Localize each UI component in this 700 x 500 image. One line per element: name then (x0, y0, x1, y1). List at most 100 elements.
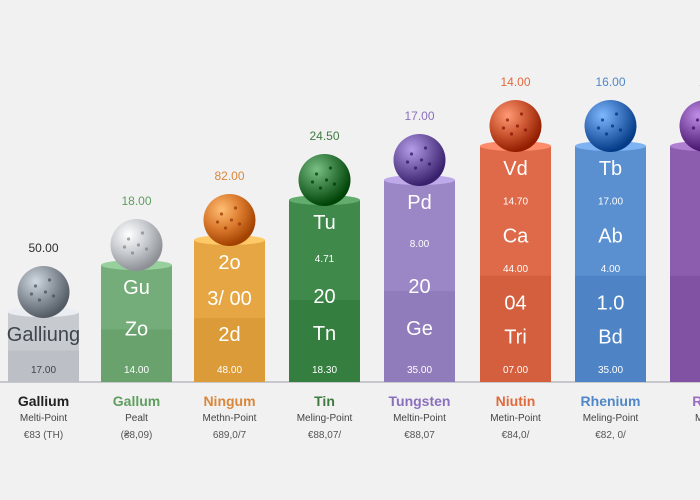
sphere-speckle (237, 222, 242, 226)
category-name: Niutin (496, 393, 536, 409)
sphere-speckle (328, 166, 333, 170)
cell-symbol: 1.0 (597, 293, 625, 315)
sphere-speckle (229, 218, 234, 222)
sphere-speckle (130, 251, 135, 255)
sphere-speckle (29, 292, 34, 296)
cell-value: 07.00 (503, 365, 528, 376)
category-subtitle: Melti (695, 413, 700, 424)
cell-value: 14.00 (124, 365, 149, 376)
value-label: 14.00 (500, 75, 530, 89)
cell-value: 18.30 (312, 365, 337, 376)
value-label: 16.00 (595, 75, 625, 89)
category-footnote: €84,0/ (502, 430, 530, 441)
cell-value: 35.00 (407, 365, 432, 376)
cell-symbol: Tn (313, 323, 336, 345)
sphere-speckle (413, 166, 418, 170)
category-subtitle: Pealt (125, 413, 148, 424)
cell-value: 44.00 (503, 264, 528, 275)
sphere-speckle (324, 178, 329, 182)
column-band (384, 291, 455, 382)
value-label: 10 (699, 75, 700, 89)
sphere-speckle (136, 243, 141, 247)
category-subtitle: Meltin-Point (393, 413, 446, 424)
sphere-speckle (126, 237, 131, 241)
category-footnote: €88,07 (404, 430, 435, 441)
sphere-speckle (43, 290, 48, 294)
sphere-speckle (310, 180, 315, 184)
cell-symbol: P (699, 158, 700, 180)
sphere-speckle (423, 146, 428, 150)
category-subtitle: Metin-Point (490, 413, 541, 424)
sphere-speckle (509, 132, 514, 136)
cell-symbol: Tri (504, 326, 527, 348)
category-name: Rhenium (581, 393, 641, 409)
cell-symbol: 2d (218, 324, 240, 346)
cell-value: 35.00 (598, 365, 623, 376)
cell-symbol: 3/ 00 (207, 288, 251, 310)
cell-symbol: Ge (406, 318, 433, 340)
cell-symbol: Ca (503, 225, 529, 247)
value-label: 24.50 (309, 129, 339, 143)
sphere-speckle (223, 226, 228, 230)
sphere-speckle (318, 186, 323, 190)
category-footnote: 689,0/7 (213, 430, 247, 441)
cell-symbol: Vd (503, 158, 527, 180)
sphere-speckle (215, 220, 220, 224)
cell-symbol: Tu (313, 212, 336, 234)
sphere-speckle (505, 118, 510, 122)
cell-value: 8.00 (410, 239, 430, 250)
element-sphere (17, 266, 70, 318)
category-name: Tungsten (389, 393, 451, 409)
element-sphere (203, 194, 256, 246)
cell-symbol: Pd (407, 192, 431, 214)
cell-value: 48.00 (217, 365, 242, 376)
column-band (480, 275, 551, 382)
value-label: 50.00 (28, 241, 58, 255)
cell-symbol: Galliung (7, 324, 80, 346)
cell-value: 17.00 (31, 365, 56, 376)
sphere-speckle (596, 126, 601, 130)
column-band (670, 275, 700, 382)
sphere-speckle (419, 158, 424, 162)
category-name: Gallum (113, 393, 160, 409)
sphere-speckle (37, 298, 42, 302)
cell-symbol: 20 (313, 286, 335, 308)
sphere-speckle (523, 128, 528, 132)
cell-symbol: 20 (408, 276, 430, 298)
sphere-speckle (140, 231, 145, 235)
column-band (575, 275, 646, 382)
cell-symbol: Tb (599, 158, 622, 180)
sphere-speckle (314, 172, 319, 176)
cell-symbol: 04 (504, 293, 526, 315)
sphere-speckle (515, 124, 520, 128)
sphere-speckle (691, 126, 696, 130)
sphere-speckle (604, 132, 609, 136)
sphere-speckle (427, 162, 432, 166)
column-band (194, 318, 265, 382)
sphere-speckle (405, 160, 410, 164)
cell-value: 14.70 (503, 197, 528, 208)
sphere-speckle (233, 206, 238, 210)
element-sphere (110, 219, 163, 271)
element-sphere (393, 134, 446, 186)
category-subtitle: Meling-Point (297, 413, 353, 424)
element-sphere (298, 154, 351, 206)
cell-symbol: Zo (125, 319, 148, 341)
value-label: 17.00 (404, 109, 434, 123)
sphere-speckle (33, 284, 38, 288)
sphere-speckle (600, 118, 605, 122)
sphere-speckle (51, 294, 56, 298)
sphere-speckle (219, 212, 224, 216)
category-footnote: €82, 0/ (595, 430, 626, 441)
category-name: Ningum (203, 393, 255, 409)
value-label: 18.00 (121, 194, 151, 208)
category-footnote: €88,07/ (308, 430, 342, 441)
column-band (289, 300, 360, 382)
cell-symbol: Gu (123, 277, 150, 299)
category-name: Tin (314, 393, 335, 409)
sphere-speckle (332, 182, 337, 186)
category-subtitle: Melti-Point (20, 413, 67, 424)
category-subtitle: Methn-Point (203, 413, 257, 424)
cell-symbol: 2o (218, 252, 240, 274)
